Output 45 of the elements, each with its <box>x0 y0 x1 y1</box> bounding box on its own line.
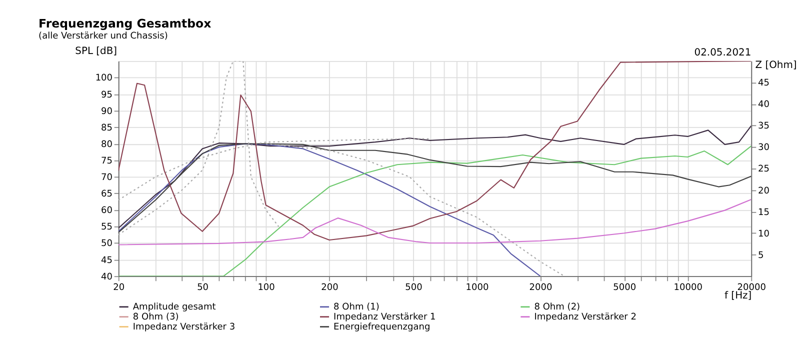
x-tick-label: 100 <box>258 283 276 294</box>
y-tick-label: 70 <box>101 173 113 184</box>
x-tick-label: 2000 <box>529 283 552 294</box>
x-tick-label: 1000 <box>466 283 489 294</box>
x-tick-label: 200 <box>321 283 339 294</box>
y-tick-label: 90 <box>101 106 113 117</box>
y-tick-label: 60 <box>101 206 113 216</box>
legend-label: Energiefrequenzgang <box>334 322 430 332</box>
y-tick-label: 40 <box>101 272 113 282</box>
legend-label: 8 Ohm (2) <box>534 302 580 313</box>
legend-label: 8 Ohm (3) <box>132 312 179 323</box>
chart-subtitle: (alle Verstärker und Chassis) <box>38 31 168 42</box>
y2-tick-label: 35 <box>758 122 770 132</box>
y-tick-label: 45 <box>101 256 113 266</box>
y-tick-label: 55 <box>101 222 113 233</box>
text: 02.05.2021 <box>694 48 752 59</box>
x-tick-label: 20 <box>113 283 125 294</box>
x-tick-label: 10000 <box>674 283 703 294</box>
y2-tick-label: 30 <box>758 143 770 154</box>
y-tick-label: 65 <box>101 190 113 200</box>
x-axis-title: f [Hz] <box>724 290 752 302</box>
x-tick-label: 500 <box>405 283 423 294</box>
x-tick-label: 5000 <box>613 283 636 294</box>
y-tick-label: 75 <box>101 156 113 166</box>
y2-tick-label: 10 <box>758 229 770 240</box>
y-tick-label: 50 <box>101 239 113 250</box>
legend-label: 8 Ohm (1) <box>334 302 380 313</box>
y2-tick-label: 40 <box>758 100 770 110</box>
y-tick-label: 95 <box>101 90 113 100</box>
chart-title: Frequenzgang Gesamtbox <box>38 16 212 31</box>
legend-label: Amplitude gesamt <box>132 302 216 313</box>
y-tick-label: 85 <box>101 123 113 134</box>
y-tick-label: 100 <box>95 74 113 84</box>
y2-axis-title: Z [Ohm] <box>755 60 797 71</box>
y-axis-title: SPL [dB] <box>75 46 118 58</box>
y2-tick-label: 20 <box>758 186 770 196</box>
x-tick-label: 50 <box>197 283 209 294</box>
y2-tick-label: 5 <box>758 250 764 261</box>
legend-label: Impedanz Verstärker 3 <box>132 322 236 332</box>
legend-label: Impedanz Verstärker 2 <box>534 312 636 323</box>
y-tick-label: 80 <box>101 140 113 150</box>
y2-tick-label: 25 <box>758 164 770 175</box>
y2-tick-label: 45 <box>758 78 770 89</box>
legend-label: Impedanz Verstärker 1 <box>334 312 436 323</box>
y2-tick-label: 15 <box>758 208 770 218</box>
